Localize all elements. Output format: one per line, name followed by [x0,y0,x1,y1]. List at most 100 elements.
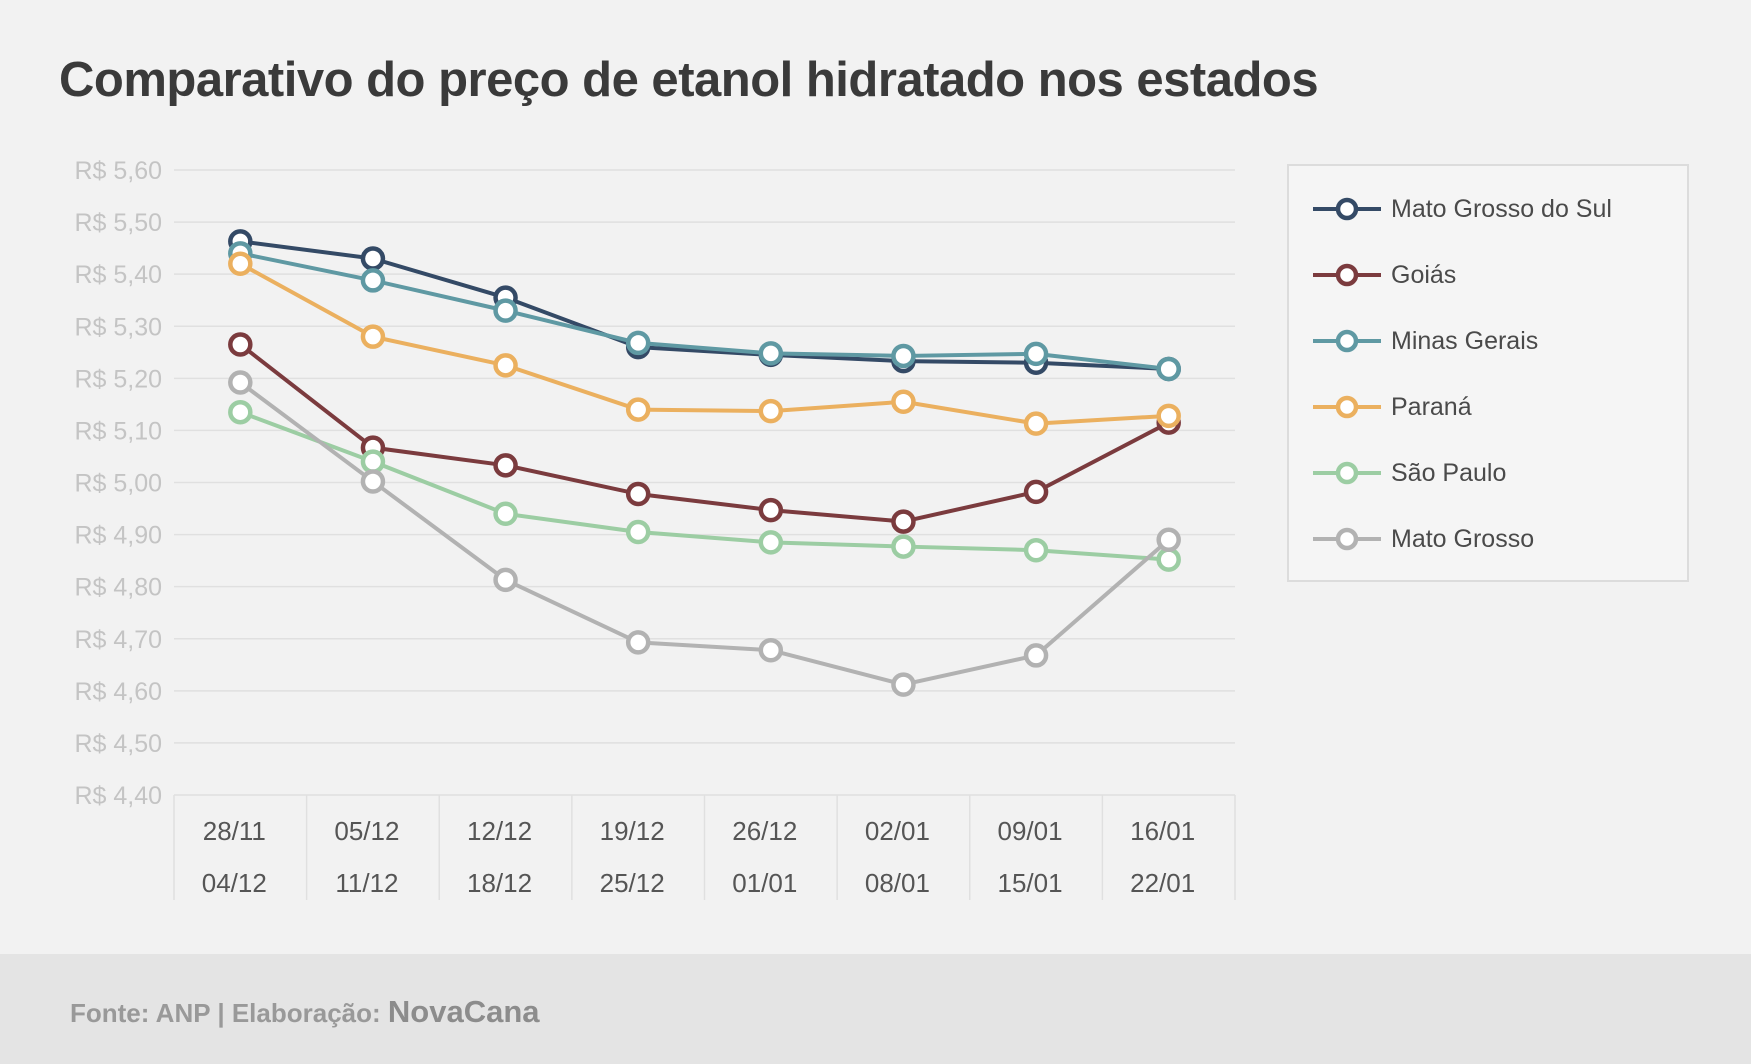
y-tick-label: R$ 4,90 [74,522,162,550]
legend-item: Goiás [1311,255,1456,295]
line-chart: R$ 4,40 R$ 4,50 R$ 4,60 R$ 4,70 R$ 4,80 R$ 4,… [74,157,1236,900]
legend-item: Paraná [1311,387,1472,427]
data-point [493,353,518,378]
data-point [625,481,651,507]
data-point [360,469,386,494]
data-point [228,399,253,425]
data-point [1023,411,1049,436]
data-point [1156,403,1181,429]
y-axis: R$ 4,40 R$ 4,50 R$ 4,60 R$ 4,70 R$ 4,80 R$ 4,… [74,157,162,810]
x-tick-label: 12/12 [467,816,532,846]
series-line [240,239,1169,371]
y-tick-label: R$ 4,40 [74,782,162,810]
data-point [493,453,518,478]
legend-item: Mato Grosso [1311,519,1534,559]
series-line [239,342,1170,524]
data-point [228,332,253,357]
data-point [360,268,386,293]
x-tick-label: 05/12 [334,816,399,846]
legend-marker [1335,197,1359,221]
legend-swatch [1313,329,1381,353]
series-são-paulo [228,399,1181,572]
legend-label: São Paulo [1391,458,1507,487]
data-point [625,397,651,422]
y-tick-label: R$ 5,30 [74,313,162,341]
y-tick-label: R$ 5,40 [74,261,162,289]
data-point [625,330,651,356]
data-point [891,343,916,369]
y-tick-label: R$ 5,10 [74,417,162,445]
y-tick-label: R$ 5,60 [74,157,162,185]
y-tick-label: R$ 4,50 [74,730,162,758]
chart-title: Comparativo do preço de etanol hidratado… [59,53,1319,107]
legend-marker [1335,461,1359,485]
data-point [1156,547,1181,572]
x-tick-label: 02/01 [865,816,930,846]
legend-label: Mato Grosso [1391,524,1535,553]
x-tick-label: 16/01 [1130,816,1195,846]
x-axis: 28/11 04/12 05/12 11/12 12/12 18/12 19/12 25/12… [173,795,1236,900]
series-mato-grosso [228,370,1181,697]
data-point [493,298,518,323]
series-paraná [228,251,1181,436]
x-tick-label: 28/11 [203,816,266,846]
y-tick-label: R$ 4,60 [74,678,162,706]
data-point [1023,643,1049,668]
data-point [891,534,916,559]
data-point [228,370,253,395]
data-point [758,341,784,366]
x-tick-label: 04/12 [202,868,267,898]
data-point [493,501,518,526]
series-line [239,251,1169,371]
data-point [891,672,916,697]
legend-swatch [1313,461,1381,485]
y-tick-label: R$ 4,70 [74,626,162,654]
legend-marker [1335,263,1359,287]
y-tick-label: R$ 5,00 [74,470,162,498]
y-tick-label: R$ 5,50 [74,209,162,237]
data-point [1156,356,1181,382]
data-point [891,509,916,534]
series-group [228,229,1181,697]
x-tick-label: 25/12 [600,868,665,898]
legend-marker [1335,329,1359,353]
series-line [239,380,1171,687]
footer-brand: NovaCana [387,994,540,1029]
data-point [228,251,253,276]
data-point [360,246,386,271]
grid-lines [174,169,1235,796]
data-point [1023,537,1049,563]
x-tick-label: 22/01 [1130,868,1195,898]
series-line [239,410,1169,562]
data-point [1156,527,1181,553]
legend-swatch [1313,197,1381,221]
legend-marker [1335,527,1359,551]
data-point [891,389,916,415]
legend-item: Minas Gerais [1311,321,1538,361]
legend: Mato Grosso do Sul Goiás Minas Gerais Paran… [1287,164,1689,582]
legend-item: São Paulo [1311,453,1506,493]
y-tick-label: R$ 4,80 [74,574,162,602]
data-point [758,530,784,555]
legend-item: Mato Grosso do Sul [1311,189,1612,229]
legend-label: Goiás [1391,260,1457,289]
legend-label: Paraná [1391,392,1472,421]
data-point [1023,341,1049,367]
x-tick-label: 15/01 [998,868,1063,898]
data-point [625,630,651,655]
legend-swatch [1313,263,1381,287]
data-point [758,637,784,663]
footer-source: Fonte: ANP | Elaboração: NovaCana [70,994,540,1030]
legend-label: Mato Grosso do Sul [1391,194,1612,223]
footer: Fonte: ANP | Elaboração: NovaCana [0,954,1751,1064]
x-tick-label: 19/12 [600,816,665,846]
data-point [758,398,784,424]
legend-marker [1335,395,1359,419]
legend-label: Minas Gerais [1391,326,1539,355]
data-point [625,519,651,545]
data-point [360,324,386,349]
y-tick-label: R$ 5,20 [74,365,162,393]
series-line [239,261,1169,426]
data-point [758,497,784,523]
x-tick-label: 26/12 [732,816,797,846]
